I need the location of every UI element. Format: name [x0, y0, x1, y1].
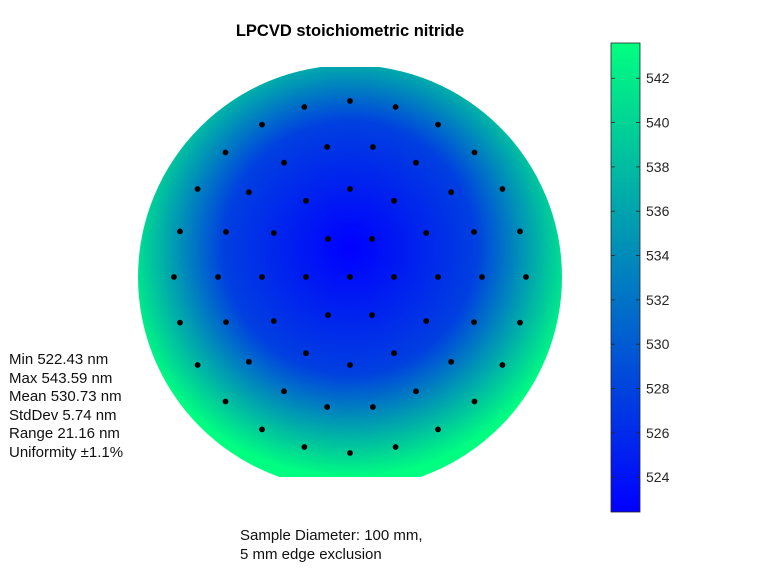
measurement-point: [391, 197, 397, 204]
measurement-point: [324, 144, 330, 150]
measurement-point: [303, 350, 309, 357]
measurement-point: [517, 319, 523, 326]
colorbar-tick-label: 526: [646, 425, 670, 441]
measurement-point: [177, 319, 183, 326]
measurement-point: [171, 274, 177, 280]
wafer-surface: [138, 67, 562, 477]
measurement-point: [347, 186, 353, 192]
measurement-point: [523, 274, 529, 280]
measurement-point: [259, 274, 265, 280]
measurement-point: [471, 229, 477, 235]
measurement-point: [471, 398, 478, 405]
measurement-point: [246, 358, 252, 365]
measurement-point: [303, 197, 309, 204]
chart-title: LPCVD stoichiometric nitride: [236, 22, 464, 40]
colorbar-gradient: [610, 42, 641, 513]
sample-note: Sample Diameter: 100 mm, 5 mm edge exclu…: [240, 526, 423, 564]
measurement-point: [177, 228, 183, 235]
measurement-point: [215, 274, 221, 280]
measurement-point: [194, 362, 201, 368]
measurement-point: [448, 189, 454, 196]
measurement-point: [281, 159, 287, 166]
stat-stddev: StdDev 5.74 nm: [9, 406, 117, 424]
measurement-point: [325, 236, 331, 242]
colorbar-tick-label: 524: [646, 469, 670, 485]
measurement-point: [222, 149, 229, 156]
measurement-point: [347, 98, 353, 104]
colorbar-tick-label: 534: [646, 248, 670, 264]
colorbar-tick-label: 528: [646, 381, 670, 397]
measurement-point: [391, 350, 397, 357]
measurement-point: [324, 404, 330, 410]
colorbar-tick-label: 538: [646, 159, 670, 175]
measurement-point: [499, 186, 506, 192]
edge-exclusion-note: 5 mm edge exclusion: [240, 546, 382, 563]
colorbar-tick-label: 540: [646, 115, 670, 131]
colorbar-tick-label: 530: [646, 336, 670, 352]
measurement-point: [435, 426, 441, 433]
measurement-point: [392, 104, 399, 110]
measurement-point: [222, 398, 229, 405]
measurement-point: [517, 228, 523, 235]
measurement-point: [370, 144, 376, 150]
measurement-point: [301, 444, 308, 450]
measurement-point: [369, 312, 375, 318]
measurement-point: [369, 236, 375, 242]
measurement-point: [246, 189, 252, 196]
stat-mean: Mean 530.73 nm: [9, 388, 122, 406]
measurement-points: [171, 98, 529, 456]
measurement-point: [392, 444, 399, 450]
measurement-point: [270, 230, 277, 236]
measurement-point: [347, 274, 353, 280]
measurement-point: [413, 159, 419, 166]
measurement-point: [413, 388, 419, 395]
wafer: [138, 67, 562, 477]
measurement-point: [223, 319, 229, 325]
measurement-point: [391, 274, 397, 280]
colorbar: 524 526 528 530 532 534 536 538 540 542: [610, 42, 670, 513]
measurement-point: [370, 404, 376, 410]
measurement-point: [471, 149, 478, 156]
stat-min: Min 522.43 nm: [9, 351, 109, 368]
colorbar-tick-label: 536: [646, 203, 670, 219]
measurement-point: [435, 274, 441, 280]
measurement-point: [347, 450, 353, 456]
statistics-panel: Min 522.43 nm Max 543.59 nm Mean 530.73 …: [9, 351, 123, 463]
measurement-point: [499, 362, 506, 368]
measurement-point: [423, 318, 430, 324]
measurement-point: [435, 121, 441, 128]
measurement-point: [479, 274, 485, 280]
measurement-point: [303, 274, 309, 280]
colorbar-tick-label: 532: [646, 292, 670, 308]
stat-uniformity: Uniformity ±1.1%: [9, 443, 124, 461]
stat-max: Max 543.59 nm: [9, 369, 113, 387]
measurement-point: [448, 358, 454, 365]
measurement-point: [325, 312, 331, 318]
measurement-point: [471, 319, 477, 325]
measurement-point: [259, 426, 265, 433]
measurement-point: [301, 104, 308, 110]
measurement-point: [347, 362, 353, 368]
measurement-point: [194, 186, 201, 192]
colorbar-ticks: 524 526 528 530 532 534 536 538 540 542: [611, 70, 670, 485]
measurement-point: [223, 229, 229, 235]
stat-range: Range 21.16 nm: [9, 425, 120, 443]
measurement-point: [281, 388, 287, 395]
measurement-point: [270, 318, 277, 324]
sample-diameter-note: Sample Diameter: 100 mm,: [240, 527, 423, 544]
measurement-point: [423, 230, 430, 236]
colorbar-tick-label: 542: [646, 70, 670, 86]
measurement-point: [259, 121, 265, 128]
